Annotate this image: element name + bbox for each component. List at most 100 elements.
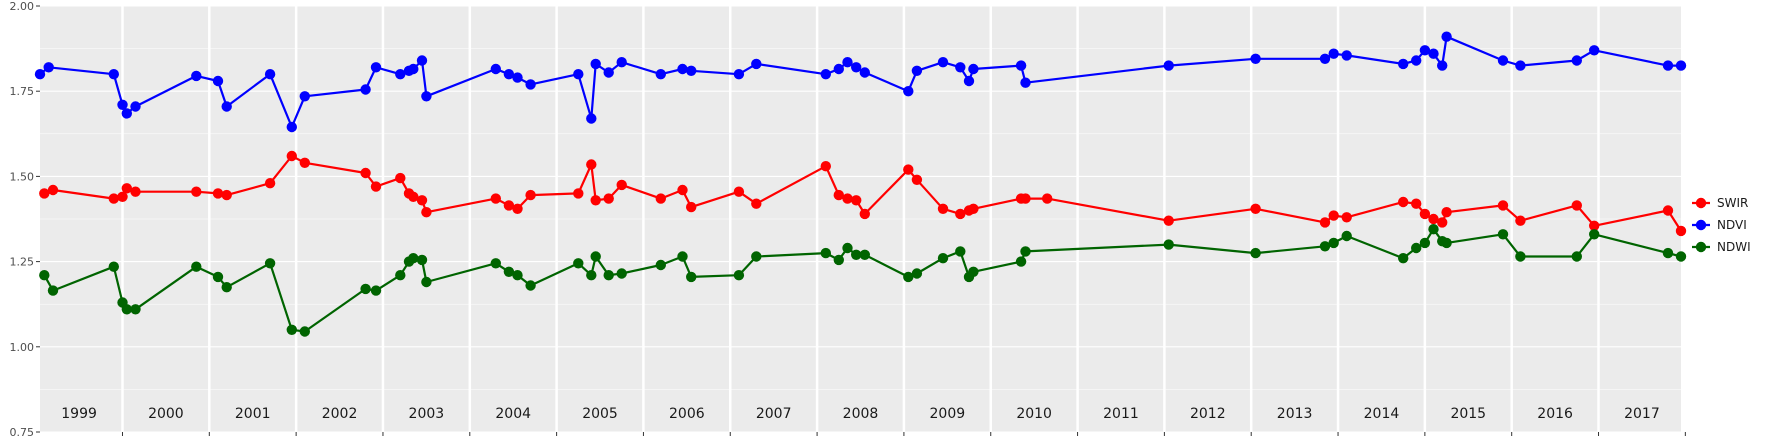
data-point-swir <box>212 188 224 199</box>
data-point-swir <box>47 184 59 196</box>
y-tick-label: 1.25 <box>10 256 35 269</box>
data-point-swir <box>1250 203 1261 214</box>
data-point-ndwi <box>616 268 627 279</box>
axes: 0.75 1.00 1.25 1.50 1.75 2.00 1999 2000 2001 2002… <box>10 0 1686 439</box>
data-point-ndvi <box>1319 53 1331 64</box>
data-point-ndvi <box>677 63 688 75</box>
data-point-ndwi <box>490 258 501 269</box>
data-point-swir <box>408 191 419 202</box>
year-label: 2012 <box>1190 406 1226 422</box>
data-point-swir <box>859 208 870 220</box>
data-point-swir <box>395 172 406 184</box>
data-point-ndwi <box>1398 253 1409 264</box>
year-label: 1999 <box>61 406 97 422</box>
data-point-ndvi <box>212 75 224 87</box>
data-point-ndvi <box>833 63 844 75</box>
data-point-ndwi <box>851 249 862 260</box>
data-point-ndvi <box>421 91 432 102</box>
data-point-swir <box>512 203 523 214</box>
year-label: 2017 <box>1624 406 1660 422</box>
data-point-ndvi <box>1515 60 1526 71</box>
data-point-swir <box>686 201 697 213</box>
data-point-ndvi <box>370 62 382 73</box>
data-point-swir <box>370 181 382 192</box>
data-point-ndwi <box>1015 256 1027 267</box>
data-point-swir <box>416 195 428 206</box>
data-point-swir <box>903 164 914 175</box>
data-point-ndwi <box>39 270 50 281</box>
data-point-ndvi <box>117 99 128 111</box>
data-point-ndvi <box>911 65 923 77</box>
data-point-ndvi <box>490 63 501 75</box>
data-point-swir <box>1419 208 1431 220</box>
data-point-ndvi <box>408 63 419 75</box>
data-point-swir <box>573 188 584 199</box>
data-point-ndwi <box>1328 237 1339 249</box>
data-point-ndwi <box>1419 237 1431 249</box>
year-label: 2013 <box>1277 406 1313 422</box>
legend-label: SWIR <box>1717 196 1748 210</box>
year-label: 2015 <box>1450 406 1486 422</box>
year-label: 2010 <box>1016 406 1052 422</box>
data-point-ndwi <box>590 251 601 262</box>
data-point-ndwi <box>911 268 923 279</box>
data-point-swir <box>603 193 614 204</box>
data-point-swir <box>968 203 979 214</box>
data-point-ndwi <box>360 283 371 295</box>
legend-label: NDVI <box>1717 218 1747 232</box>
legend: SWIR NDVI NDWI <box>1692 196 1751 254</box>
data-point-ndwi <box>191 261 202 272</box>
data-point-ndvi <box>586 113 597 124</box>
data-point-ndwi <box>1515 251 1526 262</box>
data-point-swir <box>842 193 853 204</box>
year-label: 2006 <box>669 406 705 422</box>
data-point-swir <box>1675 225 1687 237</box>
data-point-ndwi <box>416 254 428 266</box>
data-point-ndvi <box>603 67 614 78</box>
data-point-ndwi <box>108 261 120 272</box>
data-point-ndvi <box>616 57 627 68</box>
data-point-ndwi <box>686 271 697 283</box>
data-point-ndvi <box>686 65 697 77</box>
data-point-ndvi <box>968 63 979 75</box>
legend-item-ndvi: NDVI <box>1692 218 1747 232</box>
year-label: 2000 <box>148 406 184 422</box>
series-ndwi <box>39 224 1687 337</box>
data-point-ndvi <box>963 75 975 87</box>
data-point-swir <box>1571 200 1583 211</box>
data-point-swir <box>751 198 762 209</box>
data-point-ndwi <box>525 280 536 291</box>
data-point-swir <box>299 157 310 168</box>
data-point-ndwi <box>733 270 745 281</box>
data-point-swir <box>39 188 50 199</box>
legend-key-point <box>1695 219 1707 231</box>
y-tick-label: 1.00 <box>10 341 35 354</box>
data-point-ndvi <box>842 57 853 68</box>
data-point-swir <box>1398 196 1409 208</box>
year-label: 2001 <box>235 406 271 422</box>
data-point-swir <box>1515 215 1526 226</box>
data-point-swir <box>733 186 745 197</box>
data-point-ndwi <box>955 246 966 257</box>
data-point-ndvi <box>1497 55 1509 66</box>
data-point-ndwi <box>833 254 844 266</box>
series-ndvi <box>34 31 1687 133</box>
data-point-swir <box>1428 213 1439 225</box>
year-label: 2004 <box>495 406 531 422</box>
legend-label: NDWI <box>1717 240 1751 254</box>
data-point-ndvi <box>1341 50 1352 61</box>
data-point-swir <box>1662 205 1674 216</box>
data-point-ndwi <box>1250 247 1261 259</box>
series-swir <box>39 150 1687 237</box>
data-point-ndvi <box>751 58 762 70</box>
data-point-ndvi <box>34 69 46 80</box>
data-point-ndwi <box>512 270 523 281</box>
data-point-ndwi <box>1589 229 1600 240</box>
data-point-swir <box>421 207 432 218</box>
data-point-ndvi <box>1675 60 1687 71</box>
data-point-ndvi <box>955 62 966 73</box>
data-point-ndwi <box>395 270 406 281</box>
data-point-swir <box>264 178 276 189</box>
data-point-swir <box>911 174 923 185</box>
